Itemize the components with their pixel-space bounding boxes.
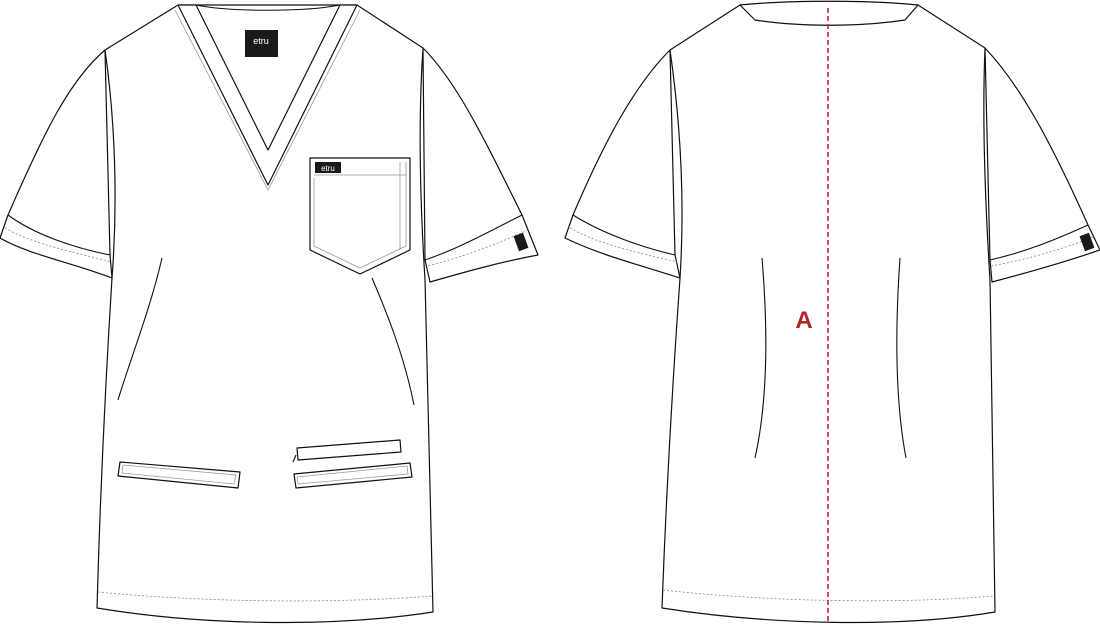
right-zip-pocket (296, 439, 402, 461)
back-right-cuff-stitch (990, 236, 1094, 267)
neck-label-brand: etru (253, 36, 269, 46)
measurement-label-a: A (795, 307, 812, 334)
neck-label: etru (245, 30, 278, 57)
front-body (96, 4, 434, 624)
front-right-cuff-stitch (426, 229, 529, 267)
right-hip-pocket-inner (296, 465, 409, 485)
back-hem-stitch (662, 589, 995, 602)
back-left-dart (754, 257, 767, 459)
front-right-princess-seam (371, 277, 415, 406)
left-hip-pocket-inner (121, 464, 237, 485)
back-right-sleeve (984, 47, 1100, 283)
front-right-cuff-line (424, 214, 523, 261)
back-view: A (564, 0, 1100, 624)
front-left-princess-seam (117, 257, 163, 401)
front-left-sleeve (0, 49, 113, 279)
pocket-label-brand: etru (321, 164, 335, 173)
back-left-sleeve (564, 49, 681, 279)
sleeve-tab (513, 232, 529, 252)
back-right-cuff-line (989, 224, 1089, 261)
front-left-sleeve-cuff-line (7, 214, 111, 256)
zip-pull (292, 454, 297, 463)
pocket-label: etru (315, 162, 341, 173)
collar-inner-line (174, 9, 361, 191)
back-collar (739, 0, 919, 26)
back-left-cuff-stitch (569, 227, 678, 263)
front-view: etru etru (0, 4, 539, 624)
chest-pocket-stitch (313, 162, 407, 269)
collar-back-curve (195, 4, 341, 11)
back-left-cuff-line (572, 214, 676, 256)
back-right-dart (896, 257, 907, 459)
back-sleeve-tab (1079, 232, 1095, 252)
chest-pocket (309, 157, 411, 275)
front-hem-stitch (97, 591, 433, 602)
